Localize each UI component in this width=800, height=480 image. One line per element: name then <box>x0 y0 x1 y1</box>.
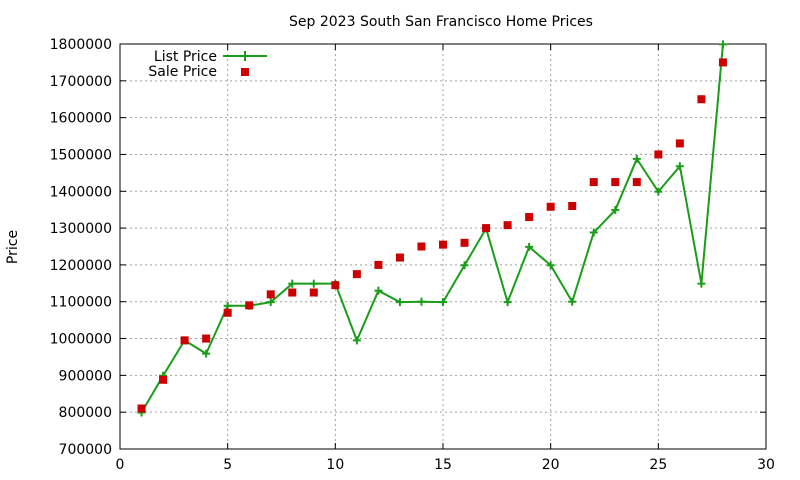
y-tick-label: 1500000 <box>50 147 112 163</box>
point-sale-price <box>309 288 318 297</box>
point-list-price <box>223 301 232 310</box>
y-tick-label: 1600000 <box>50 111 112 127</box>
point-sale-price <box>417 242 426 251</box>
point-sale-price <box>374 260 383 269</box>
point-sale-price <box>180 336 189 345</box>
x-tick-label: 5 <box>223 457 232 473</box>
y-tick-label: 700000 <box>59 442 112 458</box>
legend: List Price Sale Price <box>148 49 267 80</box>
point-sale-price <box>697 95 706 104</box>
point-sale-price <box>589 178 598 187</box>
point-sale-price <box>525 213 534 222</box>
point-list-price <box>632 154 641 163</box>
y-tick-label: 1200000 <box>50 258 112 274</box>
series-layer <box>137 40 727 417</box>
point-list-price <box>589 228 598 237</box>
point-list-price <box>352 336 361 345</box>
y-tick-label: 1700000 <box>50 74 112 90</box>
point-sale-price <box>223 308 232 317</box>
point-list-price <box>374 286 383 295</box>
legend-marker-list-price <box>240 51 250 61</box>
point-sale-price <box>546 202 555 211</box>
y-tick-label: 1000000 <box>50 332 112 348</box>
axis-ticks: 0 5 10 15 20 25 30 700000 800000 900000 1000000 110… <box>50 37 775 473</box>
point-sale-price <box>460 238 469 247</box>
point-sale-price <box>718 58 727 67</box>
x-tick-label: 20 <box>542 457 560 473</box>
point-sale-price <box>352 270 361 279</box>
point-sale-price <box>611 178 620 187</box>
y-tick-label: 1400000 <box>50 184 112 200</box>
point-list-price <box>697 279 706 288</box>
point-list-price <box>568 297 577 306</box>
point-list-price <box>718 40 727 49</box>
point-list-price <box>202 349 211 358</box>
point-list-price <box>395 298 404 307</box>
point-list-price <box>611 206 620 215</box>
point-list-price <box>439 298 447 307</box>
series-line-list-price <box>140 44 724 414</box>
point-sale-price <box>675 139 684 148</box>
point-sale-price <box>568 202 577 210</box>
x-tick-label: 15 <box>434 457 452 473</box>
point-sale-price <box>288 288 297 297</box>
point-list-price <box>503 298 512 307</box>
point-sale-price <box>331 281 340 290</box>
point-list-price <box>675 162 684 171</box>
point-list-price <box>460 261 469 270</box>
point-sale-price <box>482 224 491 233</box>
point-sale-price <box>632 178 641 187</box>
y-tick-label: 1300000 <box>50 221 112 237</box>
point-list-price <box>309 279 318 288</box>
point-sale-price <box>654 150 663 159</box>
x-tick-label: 30 <box>757 457 775 473</box>
point-list-price <box>288 279 297 288</box>
y-axis-label: Price <box>5 230 21 264</box>
y-tick-label: 1800000 <box>50 37 112 53</box>
point-list-price <box>266 298 275 307</box>
legend-label-list-price: List Price <box>154 49 217 65</box>
point-sale-price <box>245 301 254 310</box>
point-sale-price <box>395 253 404 262</box>
y-tick-label: 900000 <box>59 368 112 384</box>
series-sale-price <box>137 58 727 413</box>
point-sale-price <box>137 404 146 413</box>
chart-title: Sep 2023 South San Francisco Home Prices <box>289 14 593 30</box>
legend-marker-sale-price <box>241 68 249 76</box>
point-sale-price <box>503 221 512 230</box>
point-list-price <box>525 242 534 251</box>
y-tick-label: 800000 <box>59 405 112 421</box>
point-sale-price <box>202 334 211 343</box>
y-tick-label: 1100000 <box>50 295 112 311</box>
x-tick-label: 25 <box>649 457 667 473</box>
point-list-price <box>546 261 555 270</box>
legend-label-sale-price: Sale Price <box>148 64 217 80</box>
x-tick-label: 10 <box>326 457 344 473</box>
x-tick-label: 0 <box>116 457 125 473</box>
point-sale-price <box>159 375 168 384</box>
point-sale-price <box>439 240 447 249</box>
point-sale-price <box>266 290 275 299</box>
point-list-price <box>654 187 663 196</box>
point-list-price <box>417 297 426 306</box>
